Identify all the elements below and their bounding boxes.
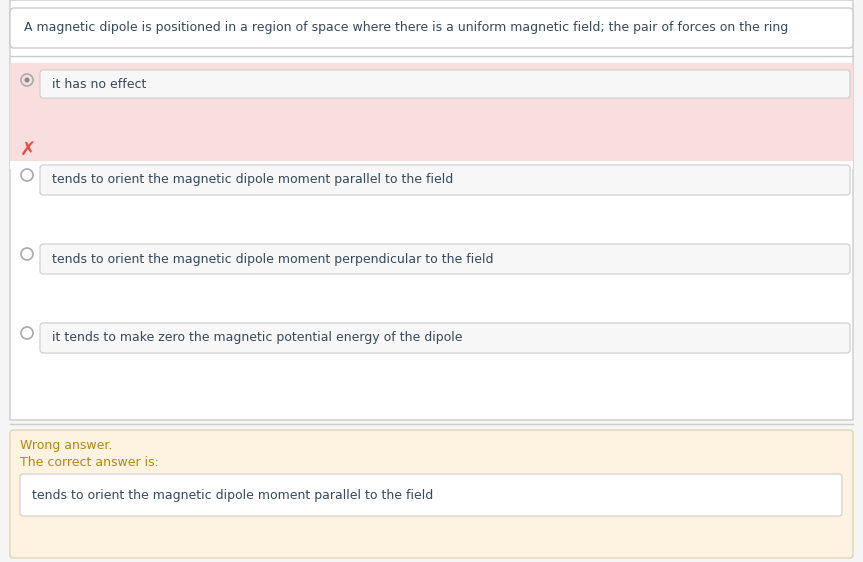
Text: tends to orient the magnetic dipole moment perpendicular to the field: tends to orient the magnetic dipole mome… [52, 252, 494, 265]
Circle shape [21, 74, 33, 86]
Circle shape [24, 78, 29, 83]
FancyBboxPatch shape [40, 323, 850, 353]
FancyBboxPatch shape [10, 161, 853, 169]
Text: tends to orient the magnetic dipole moment parallel to the field: tends to orient the magnetic dipole mome… [52, 174, 453, 187]
Text: tends to orient the magnetic dipole moment parallel to the field: tends to orient the magnetic dipole mome… [32, 488, 433, 501]
Text: Wrong answer.: Wrong answer. [20, 439, 112, 452]
Text: A magnetic dipole is positioned in a region of space where there is a uniform ma: A magnetic dipole is positioned in a reg… [24, 21, 788, 34]
FancyBboxPatch shape [40, 244, 850, 274]
FancyBboxPatch shape [10, 63, 853, 161]
FancyBboxPatch shape [40, 70, 850, 98]
Text: The correct answer is:: The correct answer is: [20, 456, 159, 469]
FancyBboxPatch shape [20, 474, 842, 516]
FancyBboxPatch shape [40, 165, 850, 195]
Text: ✗: ✗ [20, 140, 36, 160]
Circle shape [21, 248, 33, 260]
FancyBboxPatch shape [10, 8, 853, 48]
Circle shape [21, 169, 33, 181]
FancyBboxPatch shape [10, 0, 853, 420]
Circle shape [21, 327, 33, 339]
Text: it has no effect: it has no effect [52, 78, 147, 90]
Text: it tends to make zero the magnetic potential energy of the dipole: it tends to make zero the magnetic poten… [52, 332, 463, 345]
FancyBboxPatch shape [10, 430, 853, 558]
